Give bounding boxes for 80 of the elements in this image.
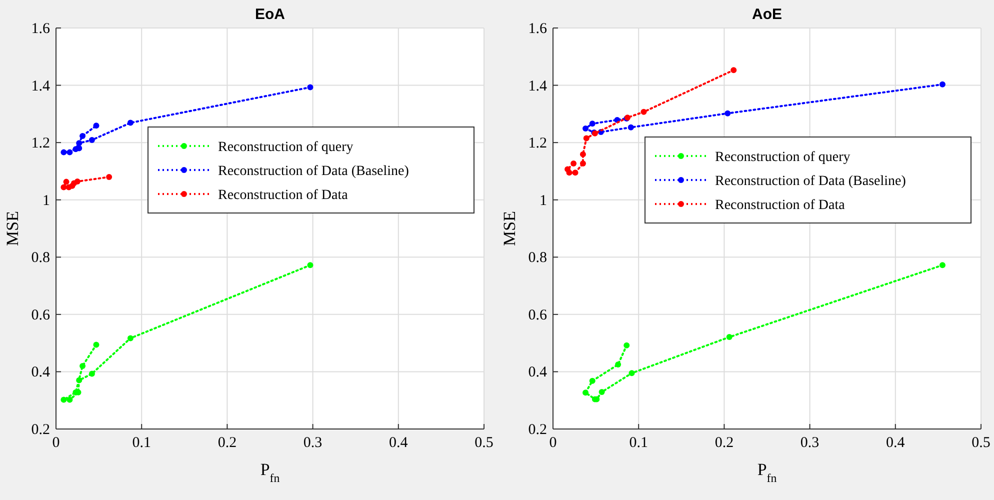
point <box>580 151 586 158</box>
y-tick-label: 0.2 <box>31 422 50 438</box>
y-tick-label: 0.6 <box>31 307 50 324</box>
legend-label: Reconstruction of Data (Baseline) <box>218 164 410 179</box>
legend-label: Reconstruction of Data <box>715 198 846 213</box>
point <box>60 396 67 403</box>
legend-label: Reconstruction of query <box>715 150 850 165</box>
point <box>76 140 82 146</box>
point <box>60 149 67 156</box>
y-tick-label: 0.2 <box>528 422 547 438</box>
point <box>582 390 589 396</box>
point <box>726 334 732 340</box>
y-tick-label: 0.8 <box>31 250 50 266</box>
legend-label: Reconstruction of query <box>218 140 354 155</box>
point <box>66 149 73 156</box>
point <box>615 362 622 368</box>
y-tick-label: 0.6 <box>528 307 548 324</box>
y-tick-label: 1.2 <box>528 136 547 152</box>
y-tick-label: 1 <box>540 192 547 209</box>
x-tick-label: 0.5 <box>474 435 494 451</box>
point <box>93 342 100 348</box>
x-tick-label: 0.5 <box>972 435 990 451</box>
point <box>598 389 605 396</box>
point <box>80 362 86 369</box>
chart-title: EoA <box>255 6 286 23</box>
chart-title: AoE <box>752 6 782 23</box>
point <box>580 160 586 166</box>
legend-label: Reconstruction of Data <box>218 188 349 203</box>
point <box>640 108 647 115</box>
point <box>582 126 589 132</box>
y-axis-title: MSE <box>500 211 519 246</box>
y-tick-label: 1.4 <box>31 78 50 94</box>
y-tick-label: 1 <box>42 192 50 209</box>
point <box>939 81 946 88</box>
point <box>939 262 946 268</box>
point <box>583 135 590 142</box>
point <box>564 166 571 172</box>
point <box>589 378 596 384</box>
point <box>66 396 73 403</box>
point <box>93 122 100 129</box>
x-tick-label: 0.1 <box>132 435 151 451</box>
point <box>88 136 95 143</box>
point <box>628 124 634 130</box>
x-axis-title: P$_{fn}$ <box>260 460 280 485</box>
x-tick-label: 0.2 <box>218 435 237 451</box>
x-tick-label: 0 <box>52 435 60 451</box>
point <box>76 377 82 384</box>
point <box>307 262 314 268</box>
point <box>570 160 577 166</box>
point <box>628 370 635 376</box>
x-tick-label: 0.3 <box>800 435 820 451</box>
point <box>88 370 95 377</box>
y-axis-title: MSE <box>3 211 22 246</box>
x-tick-label: 0.4 <box>886 435 906 451</box>
point <box>624 342 630 348</box>
y-tick-label: 1.4 <box>528 78 548 94</box>
x-axis-title: P$_{fn}$ <box>757 460 777 485</box>
x-tick-label: 0.2 <box>714 435 734 451</box>
x-tick-label: 0 <box>549 435 557 451</box>
y-tick-label: 0.4 <box>31 364 50 381</box>
legend-label: Reconstruction of Data (Baseline) <box>715 174 906 189</box>
point <box>730 67 737 74</box>
point <box>572 170 578 176</box>
point <box>724 110 731 116</box>
point <box>106 174 112 180</box>
y-tick-label: 0.4 <box>528 364 548 381</box>
point <box>127 335 134 342</box>
point <box>307 84 314 90</box>
y-tick-label: 0.8 <box>528 250 547 266</box>
point <box>127 120 134 126</box>
point <box>589 120 596 127</box>
y-tick-label: 1.6 <box>528 21 548 37</box>
point <box>60 184 67 190</box>
point <box>63 178 70 185</box>
x-tick-label: 0.4 <box>389 435 408 451</box>
x-tick-label: 0.1 <box>629 435 648 451</box>
y-tick-label: 1.2 <box>31 136 50 152</box>
point <box>80 132 86 139</box>
y-tick-label: 1.6 <box>31 21 50 37</box>
x-tick-label: 0.3 <box>303 435 322 451</box>
